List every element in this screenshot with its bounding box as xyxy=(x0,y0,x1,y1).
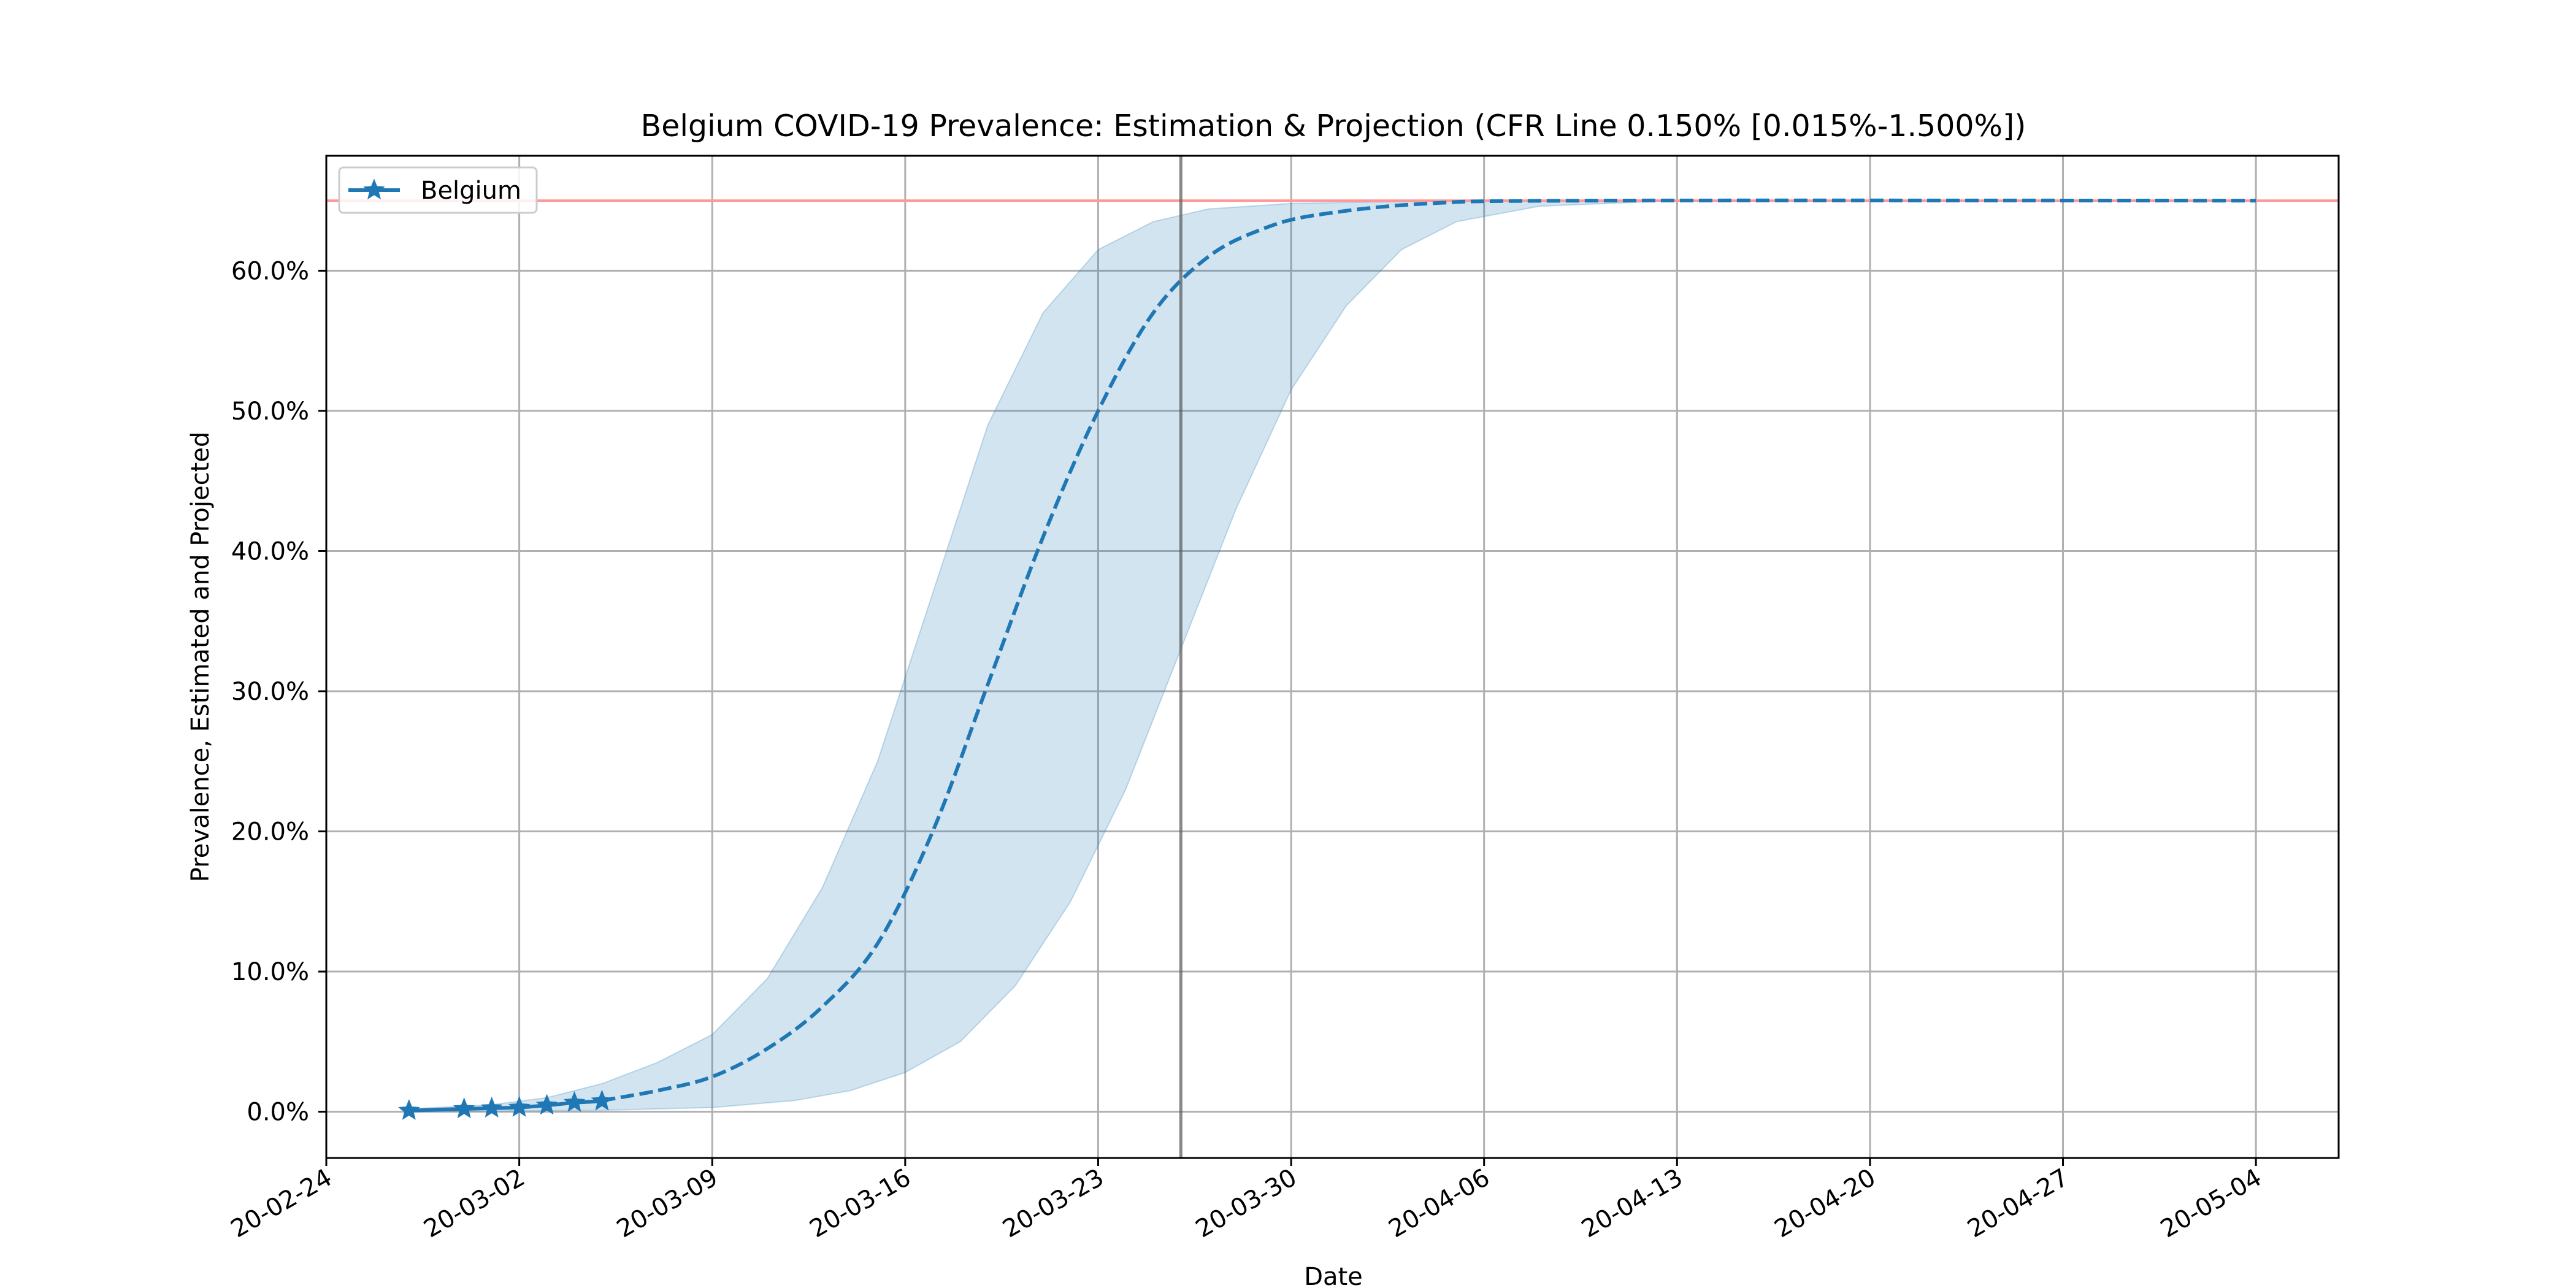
y-tick-label-6: 60.0% xyxy=(231,257,309,285)
y-axis-ticks: 0.0% 10.0% 20.0% 30.0% 40.0% 50.0% 60.0% xyxy=(231,257,326,1127)
data-point-3 xyxy=(508,1095,531,1117)
chart-title: Belgium COVID-19 Prevalence: Estimation … xyxy=(641,109,2026,144)
data-point-4 xyxy=(535,1094,558,1115)
legend: Belgium xyxy=(338,166,538,214)
legend-box xyxy=(338,166,538,214)
projection-line xyxy=(601,198,2256,1103)
data-point-6 xyxy=(591,1089,613,1111)
legend-marker-belgium xyxy=(363,178,385,200)
y-tick-label-5: 50.0% xyxy=(231,397,309,426)
x-axis-label: Date xyxy=(1304,1263,1363,1288)
data-point-2 xyxy=(480,1097,503,1117)
data-point-5 xyxy=(563,1091,586,1112)
grid-lines xyxy=(325,156,2339,1158)
y-tick-label-1: 10.0% xyxy=(231,958,309,986)
plot-frame xyxy=(325,155,2340,1159)
y-tick-label-2: 20.0% xyxy=(231,818,309,846)
y-tick-label-3: 30.0% xyxy=(231,678,309,706)
plot-area xyxy=(326,156,2339,1158)
data-point-0 xyxy=(398,1099,420,1120)
y-axis-label: Prevalence, Estimated and Projected xyxy=(186,432,215,883)
series-markers xyxy=(398,1089,613,1120)
y-tick-label-4: 40.0% xyxy=(231,537,309,565)
legend-label-belgium: Belgium xyxy=(421,177,521,205)
data-point-1 xyxy=(453,1097,475,1119)
y-tick-label-0: 0.0% xyxy=(247,1098,309,1127)
